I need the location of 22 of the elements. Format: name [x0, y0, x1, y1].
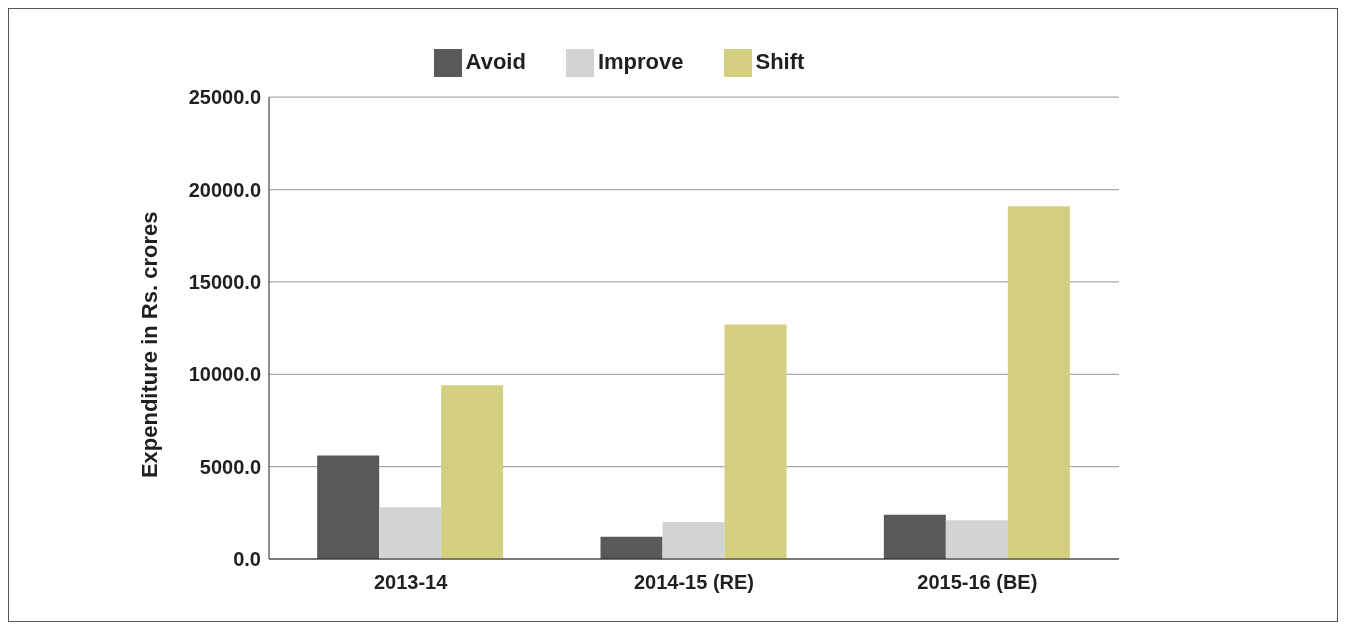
y-tick-label: 0.0: [233, 548, 261, 571]
legend-label: Avoid: [465, 49, 526, 74]
bar: [1007, 206, 1070, 559]
y-axis-title: Expenditure in Rs. crores: [136, 211, 162, 479]
x-tick-label: 2015-16 (BE): [917, 571, 1038, 594]
y-tick-label: 20000.0: [188, 178, 261, 201]
y-tick-label: 10000.0: [188, 363, 261, 386]
x-tick-label: 2013-14: [373, 571, 449, 594]
bar: [724, 324, 787, 559]
y-tick-label: 15000.0: [188, 271, 261, 294]
bar: [441, 385, 504, 559]
legend-label: Shift: [755, 49, 805, 74]
bar: [662, 522, 725, 559]
bar: [945, 520, 1008, 559]
bar: [379, 507, 442, 559]
y-tick-label: 25000.0: [188, 86, 261, 109]
legend-label: Improve: [597, 49, 684, 74]
bar: [883, 514, 946, 559]
x-tick-label: 2014-15 (RE): [633, 571, 755, 594]
bar: [317, 455, 380, 559]
y-tick-label: 5000.0: [199, 455, 261, 478]
bar: [600, 536, 663, 559]
